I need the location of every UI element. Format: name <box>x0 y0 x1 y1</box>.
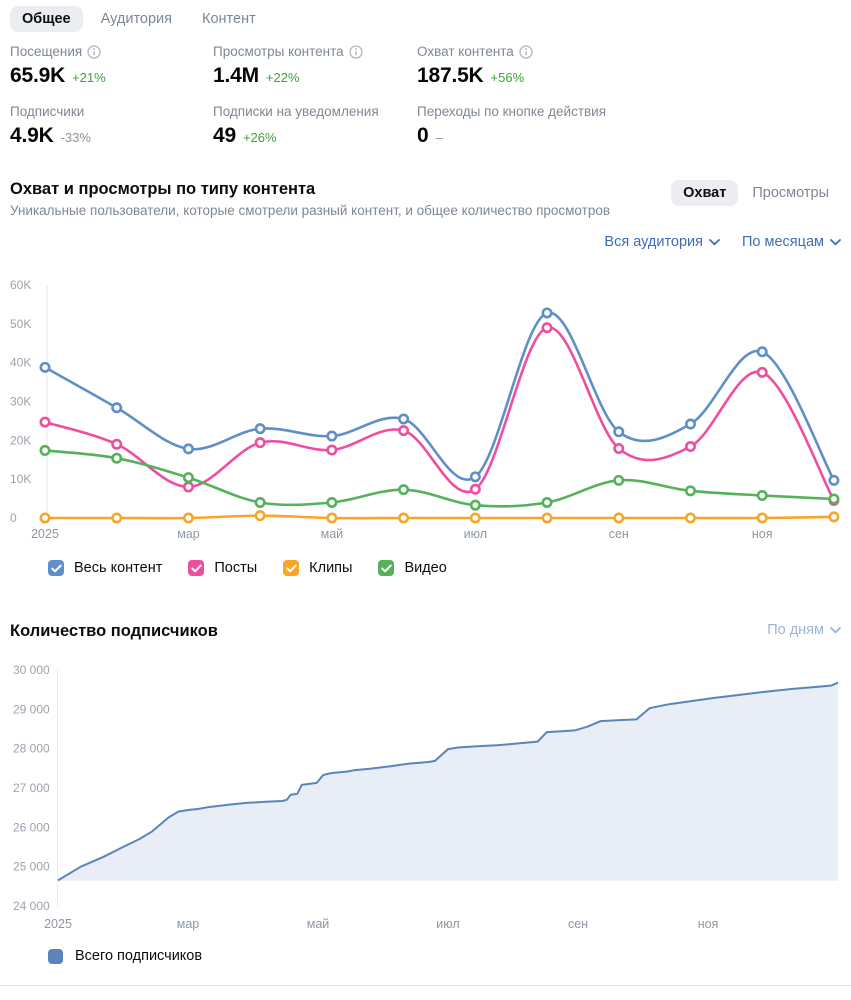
svg-text:ноя: ноя <box>698 917 719 931</box>
chevron-down-icon <box>830 234 841 250</box>
tab-audience[interactable]: Аудитория <box>89 6 184 32</box>
svg-text:июл: июл <box>436 917 459 931</box>
toggle-reach[interactable]: Охват <box>671 180 739 206</box>
stat-value: 187.5K <box>417 64 484 87</box>
stat-delta: +56% <box>490 70 525 85</box>
checkbox-checked-icon <box>188 560 205 576</box>
svg-text:25 000: 25 000 <box>13 860 50 874</box>
svg-text:30K: 30K <box>10 395 31 409</box>
stat-delta: +26% <box>242 130 277 145</box>
bottom-divider <box>0 985 851 986</box>
reach-chart-filters: Вся аудитория По месяцам <box>604 234 841 250</box>
svg-text:2025: 2025 <box>31 527 59 541</box>
subscribers-chart[interactable]: 24 000 25 000 26 000 27 000 28 000 29 000 30 0… <box>0 658 851 940</box>
svg-text:26 000: 26 000 <box>13 820 50 834</box>
period-filter-dropdown[interactable]: По месяцам <box>742 234 841 250</box>
svg-text:27 000: 27 000 <box>13 781 50 795</box>
reach-chart[interactable]: 0 10K 20K 30K 40K 50K 60K 2025 мар май июл сен ноя <box>0 272 851 548</box>
stat-visits: Посещения 65.9K +21% <box>10 44 213 88</box>
legend-label: Клипы <box>309 560 353 576</box>
stat-subscribers: Подписчики 4.9K -33% <box>10 104 213 148</box>
stat-label: Подписчики <box>10 104 85 119</box>
legend-item-all-content[interactable]: Весь контент <box>48 560 162 576</box>
stat-label: Посещения <box>10 44 83 59</box>
stat-delta: +22% <box>265 70 300 85</box>
legend-item-video[interactable]: Видео <box>378 560 447 576</box>
checkbox-checked-icon <box>378 560 395 576</box>
reach-section-titles: Охват и просмотры по типу контента Уника… <box>10 180 610 218</box>
checkbox-checked-icon <box>48 560 64 576</box>
svg-text:0: 0 <box>10 511 17 525</box>
stat-label: Просмотры контента <box>213 44 344 59</box>
svg-text:40K: 40K <box>10 356 31 370</box>
legend-label: Всего подписчиков <box>75 948 203 964</box>
tab-content[interactable]: Контент <box>190 6 268 32</box>
stat-delta: – <box>435 130 443 145</box>
checkbox-checked-icon <box>283 560 300 576</box>
tab-bar: Общее Аудитория Контент <box>10 6 268 32</box>
toggle-views[interactable]: Просмотры <box>740 180 841 206</box>
legend-label: Посты <box>214 560 258 576</box>
info-icon[interactable] <box>87 44 101 59</box>
svg-text:30 000: 30 000 <box>13 663 50 677</box>
stat-delta: -33% <box>60 130 91 145</box>
section-title: Количество подписчиков <box>10 622 218 640</box>
stat-label: Переходы по кнопке действия <box>417 104 607 119</box>
section-title: Охват и просмотры по типу контента <box>10 180 316 198</box>
svg-text:мар: мар <box>177 527 200 541</box>
legend-item-clips[interactable]: Клипы <box>283 560 352 576</box>
svg-text:июл: июл <box>464 527 487 541</box>
chevron-down-icon <box>709 234 720 250</box>
svg-text:10K: 10K <box>10 472 31 486</box>
summary-stats: Посещения 65.9K +21% Просмотры контента … <box>10 44 606 148</box>
series-swatch <box>48 948 63 964</box>
svg-text:29 000: 29 000 <box>13 702 50 716</box>
reach-section-header: Охват и просмотры по типу контента Уника… <box>10 180 841 218</box>
stat-content-reach: Охват контента 187.5K +56% <box>417 44 606 88</box>
info-icon[interactable] <box>349 44 363 59</box>
stat-notification-subs: Подписки на уведомления 49 +26% <box>213 104 417 148</box>
days-filter-dropdown[interactable]: По дням <box>767 622 841 638</box>
svg-text:60K: 60K <box>10 278 31 292</box>
svg-text:2025: 2025 <box>44 917 72 931</box>
stat-delta: +21% <box>72 70 106 85</box>
stat-label: Подписки на уведомления <box>213 104 379 119</box>
svg-text:ноя: ноя <box>752 527 773 541</box>
stat-action-button-clicks: Переходы по кнопке действия 0 – <box>417 104 606 148</box>
svg-text:сен: сен <box>609 527 629 541</box>
legend-item-posts[interactable]: Посты <box>188 560 257 576</box>
legend-label: Весь контент <box>74 560 163 576</box>
audience-filter-dropdown[interactable]: Вся аудитория <box>604 234 720 250</box>
svg-text:май: май <box>307 917 330 931</box>
stat-value: 1.4M <box>213 64 259 87</box>
tab-general[interactable]: Общее <box>10 6 83 32</box>
subscribers-section-header: Количество подписчиков По дням <box>10 622 841 641</box>
svg-text:сен: сен <box>568 917 588 931</box>
legend-label: Видео <box>404 560 447 576</box>
stat-label: Охват контента <box>417 44 514 59</box>
section-subtitle: Уникальные пользователи, которые смотрел… <box>10 203 611 218</box>
svg-text:20K: 20K <box>10 433 31 447</box>
subscribers-chart-legend: Всего подписчиков <box>48 948 202 964</box>
reach-views-toggle: Охват Просмотры <box>671 180 841 206</box>
info-icon[interactable] <box>519 44 533 59</box>
stat-value: 65.9K <box>10 64 66 87</box>
svg-text:24 000: 24 000 <box>13 899 50 913</box>
stat-value: 49 <box>213 124 236 147</box>
svg-text:28 000: 28 000 <box>13 742 50 756</box>
chevron-down-icon <box>830 622 841 638</box>
stat-value: 4.9K <box>10 124 54 147</box>
reach-chart-legend: Весь контент Посты Клипы Видео <box>48 560 447 576</box>
svg-text:мар: мар <box>177 917 200 931</box>
stat-content-views: Просмотры контента 1.4M +22% <box>213 44 417 88</box>
stat-value: 0 <box>417 124 429 147</box>
svg-text:50K: 50K <box>10 317 31 331</box>
svg-text:май: май <box>321 527 344 541</box>
